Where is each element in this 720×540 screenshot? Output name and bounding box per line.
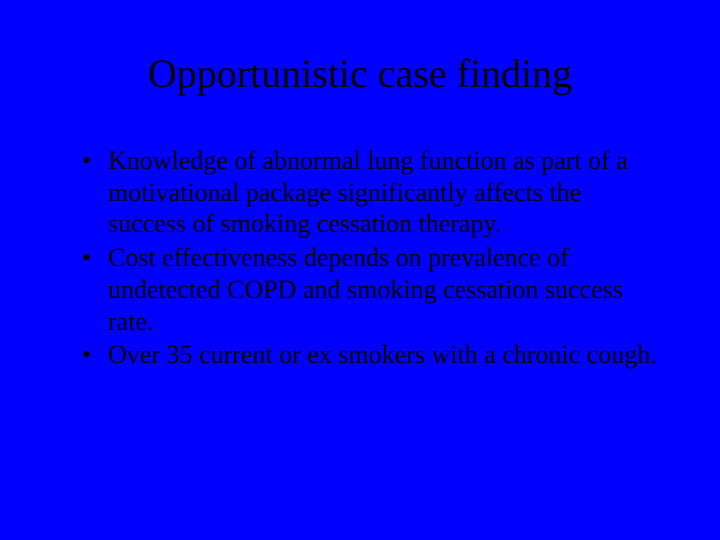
bullet-list: Knowledge of abnormal lung function as p… — [60, 145, 660, 371]
slide-title: Opportunistic case finding — [60, 50, 660, 97]
list-item: Cost effectiveness depends on prevalence… — [88, 242, 660, 337]
list-item: Over 35 current or ex smokers with a chr… — [88, 339, 660, 371]
slide-container: Opportunistic case finding Knowledge of … — [0, 0, 720, 540]
list-item: Knowledge of abnormal lung function as p… — [88, 145, 660, 240]
